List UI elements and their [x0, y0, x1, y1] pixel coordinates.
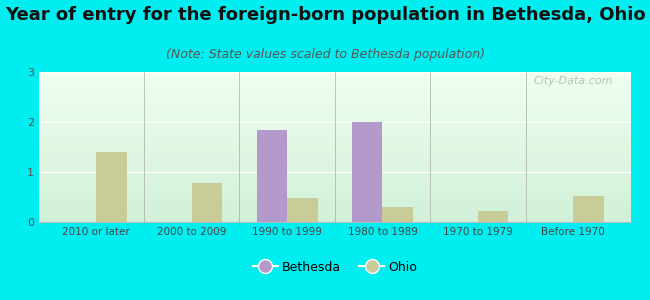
Legend: Bethesda, Ohio: Bethesda, Ohio	[248, 256, 422, 279]
Bar	[382, 207, 413, 222]
Text: City-Data.com: City-Data.com	[533, 76, 613, 86]
Text: Year of entry for the foreign-born population in Bethesda, Ohio: Year of entry for the foreign-born popul…	[5, 6, 645, 24]
Bar	[257, 130, 287, 222]
Bar	[478, 211, 508, 222]
Text: (Note: State values scaled to Bethesda population): (Note: State values scaled to Bethesda p…	[166, 48, 484, 61]
Bar	[573, 196, 604, 222]
Bar	[192, 183, 222, 222]
Bar	[287, 198, 318, 222]
Bar	[352, 122, 382, 222]
Bar	[96, 152, 127, 222]
